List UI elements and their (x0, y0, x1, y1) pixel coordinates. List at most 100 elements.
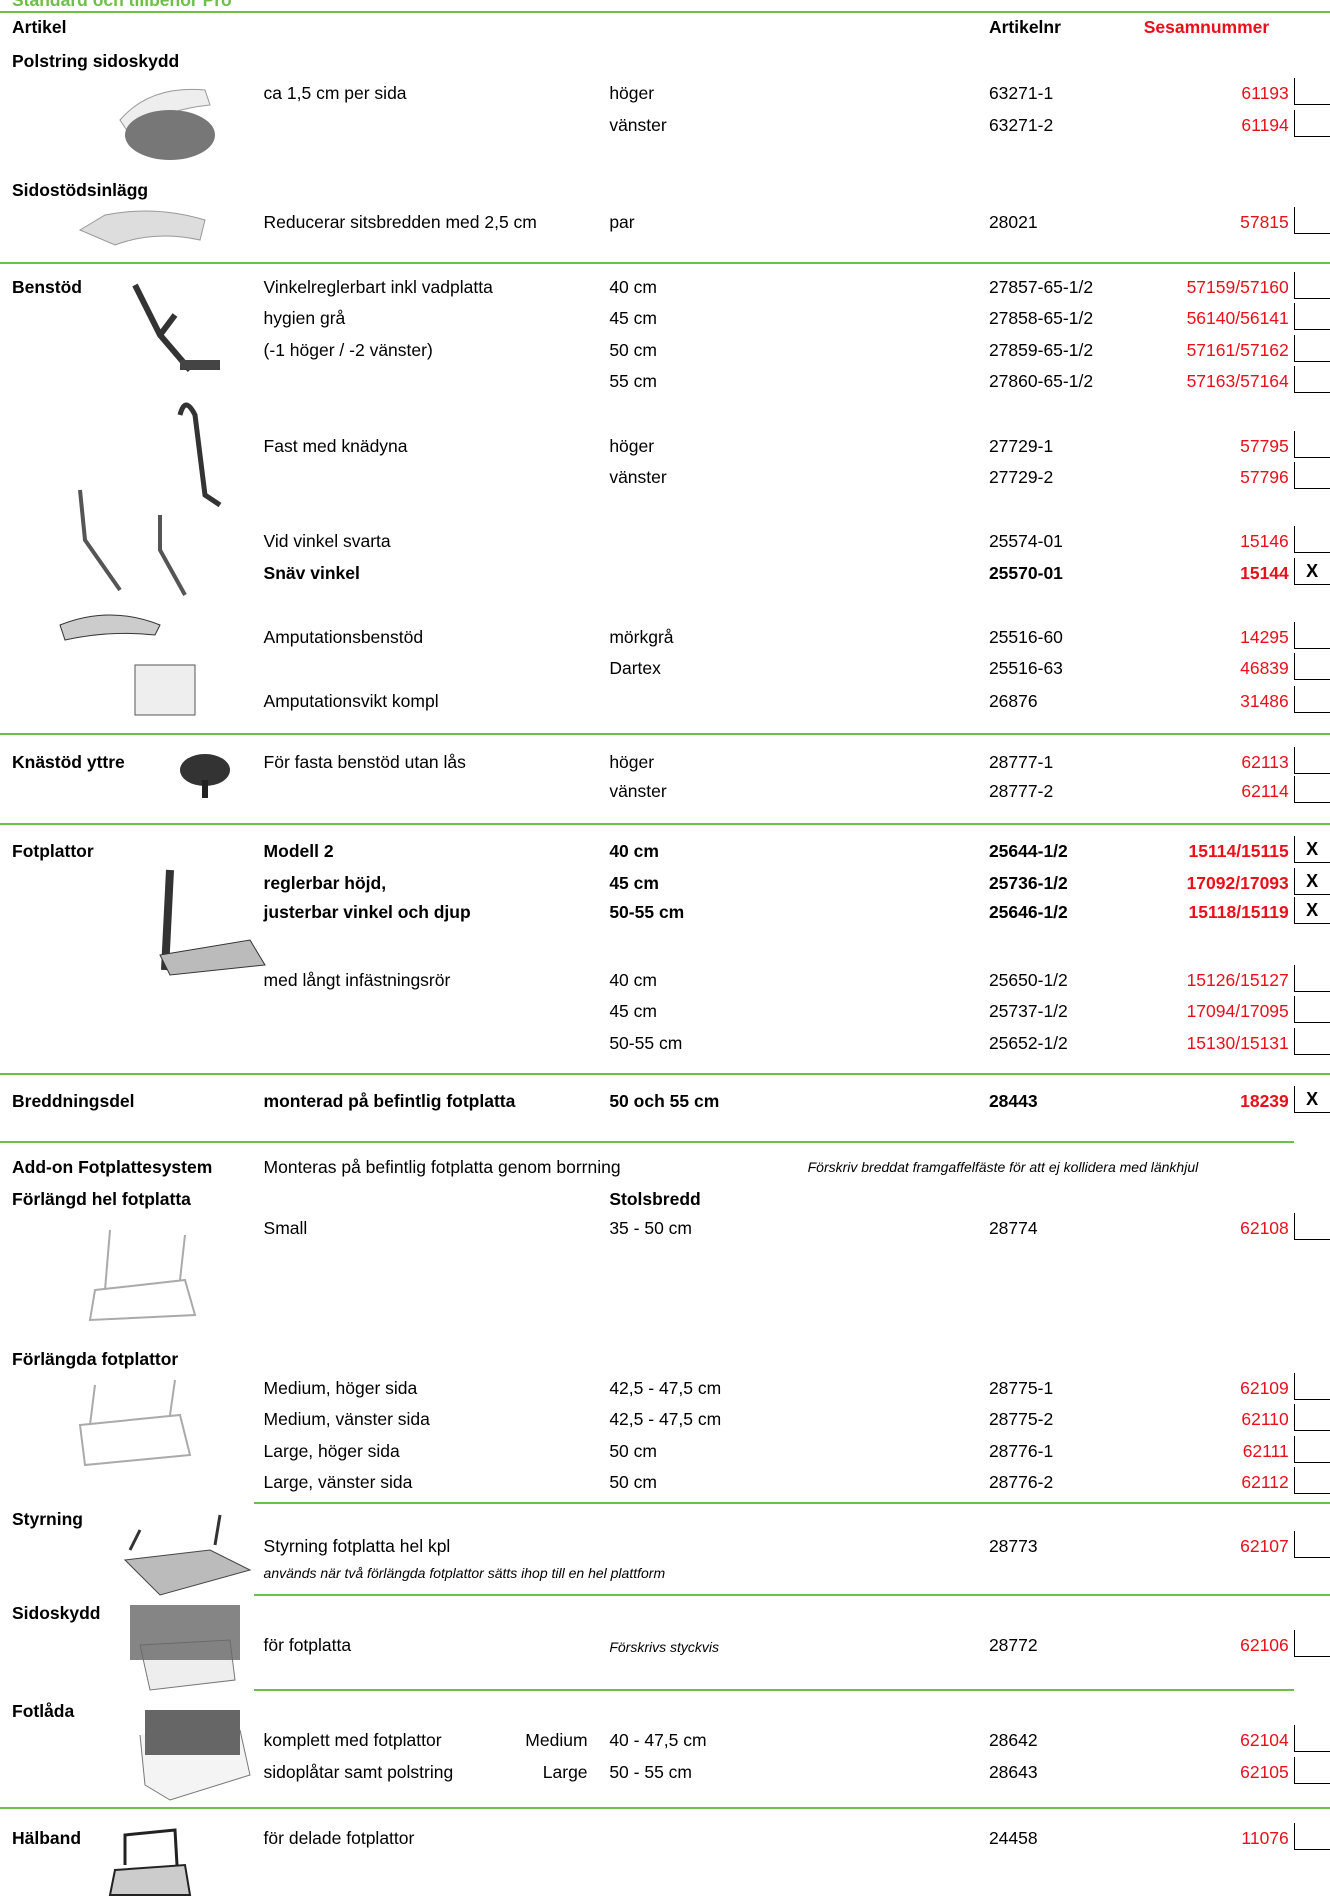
checkbox (1293, 303, 1330, 331)
sesam-number: 56140/56141 (1186, 308, 1289, 329)
divider (253, 1501, 1330, 1504)
product-image (88, 1229, 197, 1322)
sesam-number: 31486 (1240, 691, 1289, 712)
checkbox (1293, 996, 1330, 1024)
article-number: 28774 (988, 1217, 1038, 1238)
checkbox (1293, 1531, 1330, 1559)
section-name: Add-on Fotplattesystem (12, 1157, 213, 1178)
section-name: Fotlåda (12, 1701, 75, 1722)
section-name: Benstöd (12, 277, 82, 297)
column-subheader: Stolsbredd (609, 1188, 701, 1209)
sesam-number: 62108 (1240, 1217, 1289, 1238)
sesam-number: 62107 (1240, 1536, 1289, 1557)
sesam-number: 62106 (1240, 1634, 1289, 1655)
variant: Dartex (609, 658, 661, 679)
description: Styrning fotplatta hel kpl (263, 1536, 451, 1557)
product-image (78, 210, 206, 246)
variant: 50 och 55 cm (609, 1090, 720, 1111)
sesam-number: 57163/57164 (1186, 371, 1289, 392)
product-image (159, 869, 266, 976)
variant: 50-55 cm (609, 1032, 683, 1053)
article-number: 27729-1 (988, 435, 1054, 456)
variant: 50 cm (609, 1472, 657, 1493)
column-header: Artikel (12, 16, 67, 37)
checkbox (1293, 1435, 1330, 1463)
checkbox: X (1293, 896, 1330, 924)
column-header: Sesamnummer (1143, 16, 1270, 37)
sesam-number: 62110 (1241, 1409, 1289, 1430)
checkbox (1293, 1212, 1330, 1240)
description: Medium, vänster sida (263, 1409, 430, 1430)
note: Förskriv breddat framgaffelfäste för att… (807, 1159, 1199, 1176)
description: Modell 2 (263, 841, 334, 862)
product-image (139, 1710, 251, 1801)
section-name: Sidoskydd (12, 1603, 101, 1624)
variant: 40 cm (609, 277, 657, 297)
size: Large (542, 1761, 588, 1782)
sesam-number: 62109 (1240, 1377, 1289, 1398)
variant: vänster (609, 114, 667, 135)
product-image (132, 283, 220, 372)
description: Large, höger sida (263, 1440, 400, 1461)
description: Fast med knädyna (263, 435, 408, 456)
checkbox (1293, 526, 1330, 554)
description: för delade fotplattor (263, 1828, 415, 1849)
article-number: 26876 (988, 691, 1038, 712)
checkbox (1293, 462, 1330, 490)
divider (253, 1593, 1330, 1596)
divider (0, 261, 1330, 264)
sesam-number: 62114 (1241, 780, 1289, 801)
article-number: 25516-63 (988, 658, 1063, 679)
description: reglerbar höjd, (263, 872, 387, 893)
checkbox: X (1293, 557, 1330, 585)
article-number: 25737-1/2 (988, 1001, 1068, 1022)
page-title: Standard och tillbehör Pro (12, 0, 232, 10)
article-number: 25574-01 (988, 531, 1063, 552)
article-number: 28776-1 (988, 1440, 1054, 1461)
checkbox: X (1293, 836, 1330, 864)
checkbox (1293, 746, 1330, 774)
section-name: Styrning (12, 1508, 83, 1529)
description: Snäv vinkel (263, 562, 360, 583)
sesam-number: 15126/15127 (1186, 969, 1289, 990)
sesam-number: 57815 (1240, 211, 1289, 232)
sesam-number: 17092/17093 (1186, 872, 1289, 893)
checkbox (1293, 334, 1330, 362)
article-number: 28775-1 (988, 1377, 1054, 1398)
product-image (123, 1514, 252, 1596)
divider (0, 1072, 1330, 1075)
section-name: Hälband (12, 1828, 82, 1849)
checkbox (1293, 686, 1330, 714)
variant: 35 - 50 cm (609, 1217, 693, 1238)
article-number: 27857-65-1/2 (988, 277, 1094, 297)
variant: 50 cm (609, 339, 657, 360)
article-number: 27729-2 (988, 467, 1054, 488)
sesam-number: 61193 (1241, 83, 1289, 104)
variant: 50-55 cm (609, 901, 685, 922)
article-number: 28643 (988, 1761, 1038, 1782)
variant: 40 cm (609, 841, 659, 862)
checkbox (1293, 1823, 1330, 1851)
checkbox (1293, 653, 1330, 681)
note: används när två förlängda fotplattor sät… (263, 1565, 666, 1582)
section-name: Polstring sidoskydd (12, 50, 180, 71)
description: Medium, höger sida (263, 1377, 418, 1398)
sesam-number: 46839 (1240, 658, 1289, 679)
sesam-number: 57159/57160 (1186, 277, 1289, 297)
sesam-number: 17094/17095 (1186, 1001, 1289, 1022)
variant: höger (609, 751, 655, 772)
description: för fotplatta (263, 1634, 352, 1655)
product-image (59, 614, 196, 716)
product-image (78, 1379, 192, 1467)
description: hygien grå (263, 308, 346, 329)
article-number: 28772 (988, 1634, 1038, 1655)
article-number: 28775-2 (988, 1409, 1054, 1430)
variant: 45 cm (609, 872, 659, 893)
checkbox (1293, 206, 1330, 234)
article-number: 28021 (988, 211, 1038, 232)
article-number: 27860-65-1/2 (988, 371, 1094, 392)
description: Monteras på befintlig fotplatta genom bo… (263, 1157, 621, 1178)
article-number: 25646-1/2 (988, 901, 1068, 922)
checkbox (1293, 109, 1330, 137)
